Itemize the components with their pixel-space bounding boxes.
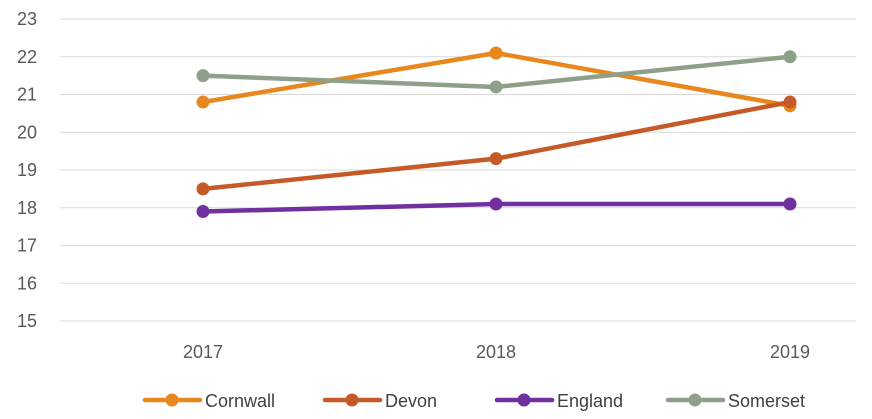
legend-swatch-marker-cornwall [165,393,179,407]
series-lines [196,46,797,219]
data-point-england-2018 [489,197,503,211]
data-point-somerset-2017 [196,69,210,83]
legend-label-somerset: Somerset [728,391,805,411]
data-point-somerset-2019 [783,50,797,64]
y-tick-label: 21 [17,85,37,105]
series-england [196,197,797,219]
legend: Cornwall Devon England Somerset [142,391,805,411]
y-tick-label: 20 [17,122,37,142]
data-point-devon-2018 [489,152,503,166]
legend-item-devon: Devon [322,391,437,411]
data-point-somerset-2018 [489,80,503,94]
legend-swatch-marker-devon [345,393,359,407]
y-tick-label: 15 [17,311,37,331]
series-line-devon [200,99,793,192]
data-point-england-2019 [783,197,797,211]
legend-label-england: England [557,391,623,411]
y-tick-label: 23 [17,9,37,29]
gridlines [60,18,856,322]
y-tick-label: 18 [17,198,37,218]
legend-item-england: England [494,391,623,411]
data-point-cornwall-2018 [489,46,503,60]
legend-item-somerset: Somerset [665,391,805,411]
legend-label-cornwall: Cornwall [205,391,275,411]
y-tick-label: 22 [17,47,37,67]
series-devon [196,95,797,196]
y-tick-label: 19 [17,160,37,180]
legend-swatch-marker-somerset [688,393,702,407]
x-tick-label: 2017 [183,342,223,362]
data-point-devon-2017 [196,182,210,196]
data-point-england-2017 [196,205,210,219]
x-axis-tick-labels: 2017 2018 2019 [183,342,810,362]
data-point-devon-2019 [783,95,797,109]
data-point-cornwall-2017 [196,95,210,109]
y-axis-tick-labels: 15 16 17 18 19 20 21 22 23 [17,9,37,331]
legend-item-cornwall: Cornwall [142,391,275,411]
y-tick-label: 16 [17,273,37,293]
legend-swatch-marker-england [517,393,531,407]
x-tick-label: 2019 [770,342,810,362]
series-somerset [196,50,797,94]
y-tick-label: 17 [17,236,37,256]
legend-label-devon: Devon [385,391,437,411]
x-tick-label: 2018 [476,342,516,362]
